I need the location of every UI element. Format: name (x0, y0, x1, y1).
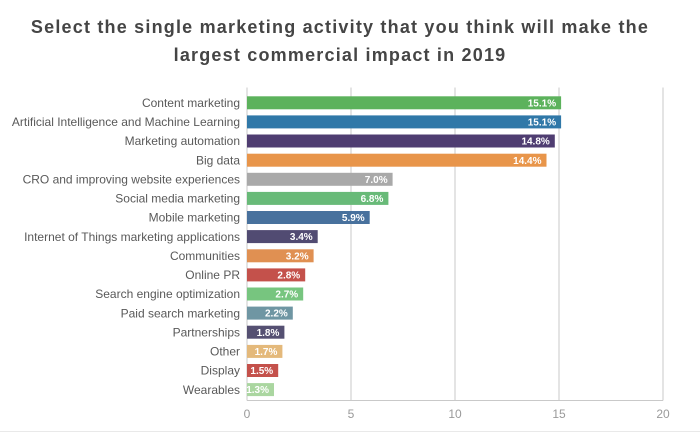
svg-text:5: 5 (348, 407, 355, 421)
svg-text:2.2%: 2.2% (265, 309, 288, 320)
svg-text:3.4%: 3.4% (290, 232, 313, 243)
svg-text:10: 10 (448, 407, 462, 421)
svg-text:Content marketing: Content marketing (142, 96, 240, 110)
svg-text:Display: Display (201, 364, 240, 378)
svg-text:1.8%: 1.8% (257, 328, 280, 339)
svg-text:Paid search marketing: Paid search marketing (121, 306, 240, 320)
svg-text:1.5%: 1.5% (250, 366, 273, 377)
svg-text:Communities: Communities (170, 249, 240, 263)
svg-text:CRO and improving website expe: CRO and improving website experiences (23, 173, 240, 187)
svg-text:Other: Other (210, 345, 240, 359)
svg-text:Partnerships: Partnerships (173, 325, 240, 339)
svg-text:Online PR: Online PR (185, 268, 240, 282)
svg-text:Wearables: Wearables (183, 383, 240, 397)
svg-text:15: 15 (552, 407, 566, 421)
svg-text:0: 0 (244, 407, 251, 421)
svg-text:Artificial Intelligence and Ma: Artificial Intelligence and Machine Lear… (12, 115, 240, 129)
svg-text:Social media marketing: Social media marketing (115, 192, 240, 206)
svg-text:15.1%: 15.1% (528, 118, 556, 129)
svg-text:3.2%: 3.2% (286, 251, 309, 262)
svg-text:1.3%: 1.3% (246, 385, 269, 396)
svg-text:Search engine optimization: Search engine optimization (95, 287, 240, 301)
svg-text:Big data: Big data (196, 153, 240, 167)
svg-text:1.7%: 1.7% (255, 347, 278, 358)
svg-text:Marketing automation: Marketing automation (125, 134, 240, 148)
svg-text:7.0%: 7.0% (365, 175, 388, 186)
svg-text:2.7%: 2.7% (275, 290, 298, 301)
svg-text:6.8%: 6.8% (361, 194, 384, 205)
svg-text:14.4%: 14.4% (513, 156, 541, 167)
svg-text:Mobile marketing: Mobile marketing (149, 211, 240, 225)
svg-text:Internet of Things marketing a: Internet of Things marketing application… (24, 230, 240, 244)
svg-text:15.1%: 15.1% (528, 98, 556, 109)
svg-text:14.8%: 14.8% (521, 137, 549, 148)
svg-text:2.8%: 2.8% (277, 271, 300, 282)
svg-text:5.9%: 5.9% (342, 213, 365, 224)
svg-text:20: 20 (656, 407, 670, 421)
